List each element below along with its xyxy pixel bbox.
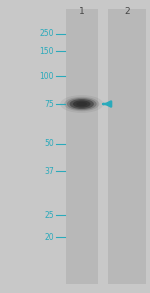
Ellipse shape <box>60 95 103 113</box>
Text: 150: 150 <box>39 47 54 56</box>
Ellipse shape <box>67 98 97 110</box>
Ellipse shape <box>73 100 91 108</box>
Ellipse shape <box>64 97 99 111</box>
Text: 50: 50 <box>44 139 54 148</box>
Text: 20: 20 <box>44 233 54 242</box>
Text: 25: 25 <box>44 211 54 220</box>
Text: 37: 37 <box>44 167 54 176</box>
Bar <box>66 9 98 284</box>
Text: 1: 1 <box>79 7 85 16</box>
Text: 100: 100 <box>39 72 54 81</box>
Text: 250: 250 <box>39 29 54 38</box>
Text: 2: 2 <box>124 7 130 16</box>
Text: 75: 75 <box>44 100 54 108</box>
Ellipse shape <box>76 102 87 106</box>
Bar <box>108 9 146 284</box>
Ellipse shape <box>70 99 94 109</box>
